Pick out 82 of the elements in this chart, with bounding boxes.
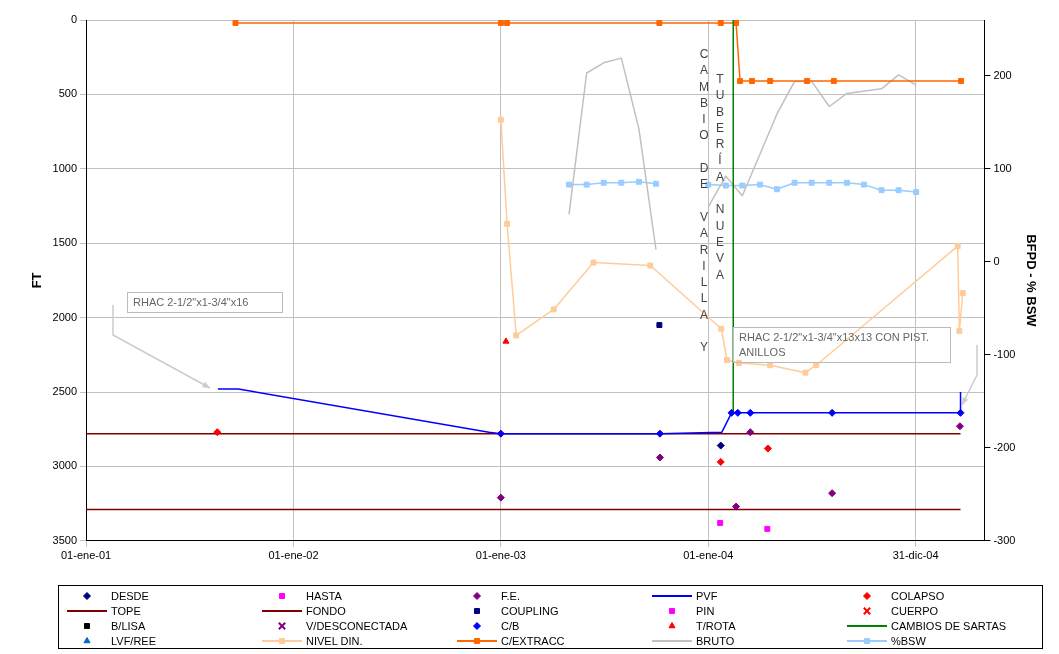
y2-tick-label: -100 bbox=[993, 347, 1016, 360]
legend-label: COLAPSO bbox=[891, 589, 945, 602]
annotation: TUBERÍA NUEVA bbox=[713, 72, 727, 284]
point bbox=[718, 325, 725, 332]
annotation: CAMBIO DE VARILLA Y bbox=[697, 47, 711, 357]
legend-label: COUPLING bbox=[501, 604, 559, 617]
point bbox=[504, 220, 511, 227]
point bbox=[956, 328, 963, 334]
point bbox=[497, 116, 504, 123]
point bbox=[749, 78, 755, 84]
point bbox=[955, 422, 964, 431]
x-tick-label: 01-ene-02 bbox=[268, 549, 319, 562]
point bbox=[497, 20, 504, 26]
legend-label: V/DESCONECTADA bbox=[306, 619, 408, 632]
point bbox=[763, 444, 772, 453]
legend-label: %BSW bbox=[891, 634, 926, 647]
point bbox=[213, 428, 222, 437]
legend-label: BRUTO bbox=[696, 634, 735, 647]
point bbox=[590, 259, 597, 266]
y-tick-label: 2000 bbox=[52, 310, 78, 323]
point bbox=[802, 369, 809, 376]
legend-label: PVF bbox=[696, 589, 718, 602]
legend-label: T/ROTA bbox=[696, 619, 736, 632]
y2-axis-title: BFPD - % BSW bbox=[1023, 234, 1039, 328]
y2-tick-label: 200 bbox=[993, 68, 1012, 81]
point bbox=[656, 322, 663, 329]
legend-label: F.E. bbox=[501, 589, 520, 602]
legend-label: HASTA bbox=[306, 589, 342, 602]
point bbox=[764, 525, 771, 532]
point bbox=[717, 519, 724, 526]
point bbox=[746, 428, 755, 437]
point bbox=[828, 489, 837, 498]
y-tick-label: 2500 bbox=[52, 385, 78, 398]
y-tick-label: 500 bbox=[58, 87, 78, 100]
legend-label: C/EXTRACC bbox=[501, 634, 565, 647]
y-tick-label: 1000 bbox=[52, 161, 78, 174]
legend-label: LVF/REE bbox=[111, 634, 157, 647]
point bbox=[655, 429, 664, 438]
y2-tick-label: -200 bbox=[993, 440, 1016, 453]
point bbox=[656, 20, 663, 26]
x-tick-label: 01-ene-03 bbox=[475, 549, 526, 562]
legend-label: PIN bbox=[696, 604, 715, 617]
y-tick-label: 3000 bbox=[52, 459, 78, 472]
legend-label: C/B bbox=[501, 619, 520, 632]
point bbox=[232, 20, 239, 26]
y2-tick-label: 0 bbox=[993, 254, 1000, 267]
point bbox=[830, 78, 837, 84]
point bbox=[737, 78, 744, 84]
legend-label: CAMBIOS DE SARTAS bbox=[891, 619, 1007, 632]
x-tick-label: 31-dic-04 bbox=[892, 549, 939, 562]
point bbox=[804, 78, 811, 84]
point bbox=[767, 78, 774, 84]
y-axis-title: FT bbox=[29, 272, 45, 289]
legend-label: NIVEL DIN. bbox=[306, 634, 363, 647]
point bbox=[717, 20, 724, 26]
x-tick-label: 01-ene-01 bbox=[60, 549, 112, 562]
legend-label: DESDE bbox=[111, 589, 149, 602]
point bbox=[513, 332, 520, 339]
y-tick-label: 0 bbox=[70, 13, 78, 26]
point bbox=[959, 290, 966, 297]
legend-label: TOPE bbox=[111, 604, 141, 617]
point bbox=[655, 453, 664, 462]
y-tick-label: 3500 bbox=[52, 533, 78, 546]
point bbox=[954, 243, 961, 250]
x-tick-label: 01-ene-04 bbox=[683, 549, 734, 562]
point bbox=[550, 306, 557, 313]
point bbox=[716, 441, 725, 450]
y2-tick-label: -300 bbox=[993, 533, 1016, 546]
point bbox=[716, 457, 725, 466]
legend-label: B/LISA bbox=[111, 619, 146, 632]
point bbox=[504, 20, 511, 26]
y2-tick-label: 100 bbox=[993, 161, 1012, 174]
legend-label: CUERPO bbox=[891, 604, 939, 617]
legend-label: FONDO bbox=[306, 604, 346, 617]
point bbox=[958, 78, 965, 84]
point bbox=[732, 502, 741, 511]
y-tick-label: 1500 bbox=[52, 236, 78, 249]
point bbox=[647, 262, 654, 269]
point bbox=[724, 357, 730, 363]
point bbox=[496, 493, 505, 502]
annotation: RHAC 2-1/2"x1-3/4"x16 bbox=[127, 292, 283, 313]
point bbox=[502, 337, 510, 344]
